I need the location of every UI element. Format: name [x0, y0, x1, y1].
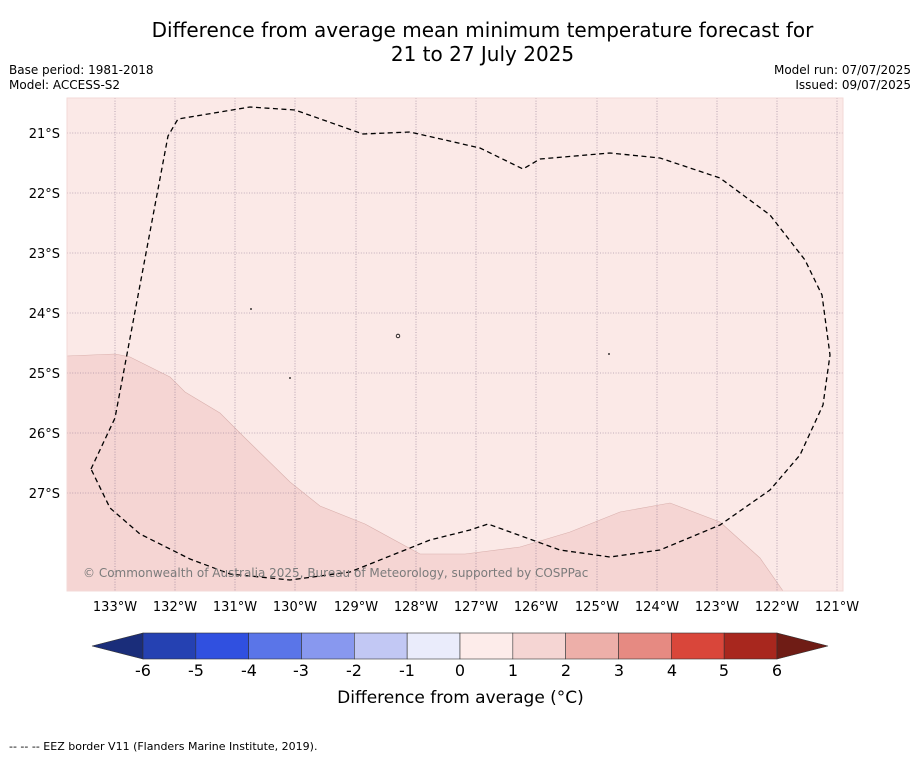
colorbar-segment [671, 632, 725, 660]
lon-label: 125°W [575, 600, 619, 615]
lon-label: 122°W [755, 600, 799, 615]
copyright-text: © Commonwealth of Australia 2025, Bureau… [83, 566, 588, 580]
lat-label: 25°S [29, 367, 60, 382]
colorbar-tick: 2 [561, 661, 571, 680]
colorbar: -6 -5 -4 -3 -2 -1 0 1 2 3 4 5 6 [91, 632, 829, 680]
colorbar-segment [142, 632, 197, 660]
latitude-labels: 21°S 22°S 23°S 24°S 25°S 26°S 27°S [29, 127, 60, 502]
base-period-text: Base period: 1981-2018 [9, 63, 154, 77]
lat-label: 22°S [29, 187, 60, 202]
colorbar-label: Difference from average (°C) [337, 688, 584, 708]
colorbar-segments [142, 632, 778, 660]
colorbar-tick: -1 [399, 661, 415, 680]
colorbar-segment [406, 632, 461, 660]
lon-label: 127°W [454, 600, 498, 615]
eez-border-line [90, 106, 831, 581]
lat-label: 21°S [29, 127, 60, 142]
island-marker [289, 377, 291, 379]
map-panel: © Commonwealth of Australia 2025, Bureau… [66, 97, 844, 592]
model-text: Model: ACCESS-S2 [9, 78, 121, 92]
title-line-2: 21 to 27 July 2025 [390, 42, 575, 66]
colorbar-segment [195, 632, 249, 660]
colorbar-segment [248, 632, 302, 660]
lon-label: 131°W [213, 600, 257, 615]
title-line-1: Difference from average mean minimum tem… [151, 18, 814, 42]
colorbar-tick: -6 [135, 661, 151, 680]
island-marker [608, 353, 610, 355]
lat-label: 27°S [29, 487, 60, 502]
colorbar-tick: -4 [241, 661, 257, 680]
map-frame [66, 97, 844, 592]
lon-label: 123°W [695, 600, 739, 615]
lon-label: 130°W [273, 600, 317, 615]
meta-right: Model run: 07/07/2025 Issued: 09/07/2025 [774, 63, 911, 93]
colorbar-segment [459, 632, 514, 660]
issued-text: Issued: 09/07/2025 [795, 78, 911, 92]
colorbar-tick: 6 [772, 661, 782, 680]
lon-label: 133°W [93, 600, 137, 615]
lat-label: 23°S [29, 247, 60, 262]
colorbar-ticks: -6 -5 -4 -3 -2 -1 0 1 2 3 4 5 6 [135, 661, 782, 680]
colorbar-segment [723, 632, 778, 660]
colorbar-tick: -5 [188, 661, 204, 680]
lat-label: 24°S [29, 307, 60, 322]
colorbar-segment [565, 632, 619, 660]
lat-label: 26°S [29, 427, 60, 442]
colorbar-tick: -3 [293, 661, 309, 680]
colorbar-tick: 5 [719, 661, 729, 680]
colorbar-tick: 0 [455, 661, 465, 680]
colorbar-tick: -2 [346, 661, 362, 680]
island-marker [395, 333, 401, 339]
lon-label: 129°W [334, 600, 378, 615]
lon-label: 121°W [815, 600, 859, 615]
colorbar-extend-high [776, 632, 829, 660]
colorbar-segment [618, 632, 672, 660]
map-title: Difference from average mean minimum tem… [0, 18, 919, 66]
colorbar-segment [512, 632, 566, 660]
colorbar-extend-low [91, 632, 144, 660]
longitude-labels: 133°W 132°W 131°W 130°W 129°W 128°W 127°… [93, 600, 859, 615]
model-run-text: Model run: 07/07/2025 [773, 63, 911, 77]
colorbar-tick: 1 [508, 661, 518, 680]
longitude-gridlines [114, 98, 838, 591]
island-marker [250, 308, 252, 310]
colorbar-tick: 4 [667, 661, 677, 680]
colorbar-tick: 3 [614, 661, 624, 680]
colorbar-segment [354, 632, 408, 660]
latitude-gridlines [67, 132, 843, 494]
lon-label: 132°W [153, 600, 197, 615]
meta-left: Base period: 1981-2018 Model: ACCESS-S2 [9, 63, 154, 93]
colorbar-segment [301, 632, 355, 660]
lon-label: 124°W [635, 600, 679, 615]
footnote: -- -- -- EEZ border V11 (Flanders Marine… [9, 740, 318, 753]
lon-label: 126°W [514, 600, 558, 615]
lon-label: 128°W [394, 600, 438, 615]
